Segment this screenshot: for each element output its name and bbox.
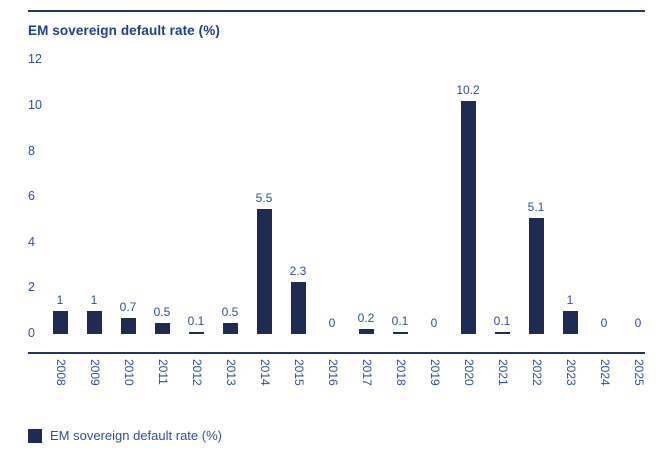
value-label-2010: 0.7 bbox=[119, 300, 137, 314]
x-axis-tick-label-2023: 2023 bbox=[564, 359, 578, 386]
bar-2021 bbox=[494, 332, 510, 334]
y-axis-tick-label: 8 bbox=[28, 143, 35, 158]
x-axis-tick-label-2019: 2019 bbox=[428, 359, 442, 386]
x-axis-tick-label-2025: 2025 bbox=[632, 359, 646, 386]
value-label-2023: 1 bbox=[566, 293, 574, 307]
bar-2011 bbox=[154, 323, 170, 334]
value-label-2009: 1 bbox=[90, 293, 98, 307]
x-axis-tick-label-2012: 2012 bbox=[190, 359, 204, 386]
bar-2018 bbox=[392, 332, 408, 334]
value-label-2019: 0 bbox=[430, 316, 438, 330]
x-axis-line bbox=[28, 352, 645, 354]
chart-title: EM sovereign default rate (%) bbox=[28, 23, 220, 38]
x-axis-tick-label-2009: 2009 bbox=[88, 359, 102, 386]
x-axis-tick-label-2024: 2024 bbox=[598, 359, 612, 386]
bar-2013 bbox=[222, 323, 238, 334]
y-axis-tick-label: 10 bbox=[28, 98, 42, 112]
y-axis-tick-label: 12 bbox=[28, 52, 42, 67]
x-axis-tick-label-2017: 2017 bbox=[360, 359, 374, 386]
y-axis-tick-label: 4 bbox=[28, 234, 35, 249]
legend-swatch bbox=[28, 428, 42, 443]
bar-2020 bbox=[460, 101, 476, 334]
value-label-2016: 0 bbox=[328, 316, 336, 330]
value-label-2024: 0 bbox=[600, 316, 608, 330]
value-label-2012: 0.1 bbox=[187, 314, 205, 328]
value-label-2008: 1 bbox=[56, 293, 64, 307]
x-axis-tick-label-2014: 2014 bbox=[258, 359, 272, 386]
bar-2012 bbox=[188, 332, 204, 334]
bar-2022 bbox=[528, 218, 544, 334]
x-axis-tick-label-2021: 2021 bbox=[496, 359, 510, 386]
x-axis-tick-label-2010: 2010 bbox=[122, 359, 136, 386]
value-label-2017: 0.2 bbox=[357, 311, 375, 325]
bar-2023 bbox=[562, 311, 578, 334]
y-axis-tick-label: 2 bbox=[28, 280, 35, 295]
x-axis-tick-label-2008: 2008 bbox=[54, 359, 68, 386]
bar-2008 bbox=[52, 311, 68, 334]
x-axis-tick-label-2013: 2013 bbox=[224, 359, 238, 386]
bar-2009 bbox=[86, 311, 102, 334]
value-label-2018: 0.1 bbox=[391, 314, 409, 328]
bar-2010 bbox=[120, 318, 136, 334]
x-axis-tick-label-2011: 2011 bbox=[156, 359, 170, 385]
x-axis-tick-label-2022: 2022 bbox=[530, 359, 544, 386]
x-axis-tick-label-2018: 2018 bbox=[394, 359, 408, 386]
legend: EM sovereign default rate (%) bbox=[28, 428, 222, 443]
value-label-2015: 2.3 bbox=[289, 264, 307, 278]
x-axis-tick-label-2016: 2016 bbox=[326, 359, 340, 386]
legend-label: EM sovereign default rate (%) bbox=[50, 428, 222, 443]
bar-2015 bbox=[290, 282, 306, 334]
y-axis-tick-label: 0 bbox=[28, 326, 35, 340]
y-axis-tick-label: 6 bbox=[28, 189, 35, 204]
value-label-2014: 5.5 bbox=[255, 191, 273, 205]
bar-2017 bbox=[358, 329, 374, 334]
x-axis-tick-label-2020: 2020 bbox=[462, 359, 476, 386]
value-label-2025: 0 bbox=[634, 316, 642, 330]
value-label-2011: 0.5 bbox=[153, 305, 171, 319]
top-divider bbox=[28, 10, 645, 12]
value-label-2021: 0.1 bbox=[493, 314, 511, 328]
bar-2014 bbox=[256, 209, 272, 334]
value-label-2022: 5.1 bbox=[527, 200, 545, 214]
value-label-2020: 10.2 bbox=[456, 83, 480, 97]
value-label-2013: 0.5 bbox=[221, 305, 239, 319]
x-axis-tick-label-2015: 2015 bbox=[292, 359, 306, 386]
